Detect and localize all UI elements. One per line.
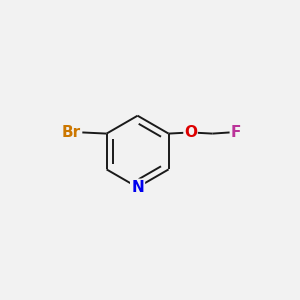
Text: Br: Br	[62, 125, 81, 140]
Text: N: N	[131, 180, 144, 195]
Text: O: O	[184, 125, 197, 140]
Text: F: F	[230, 125, 241, 140]
